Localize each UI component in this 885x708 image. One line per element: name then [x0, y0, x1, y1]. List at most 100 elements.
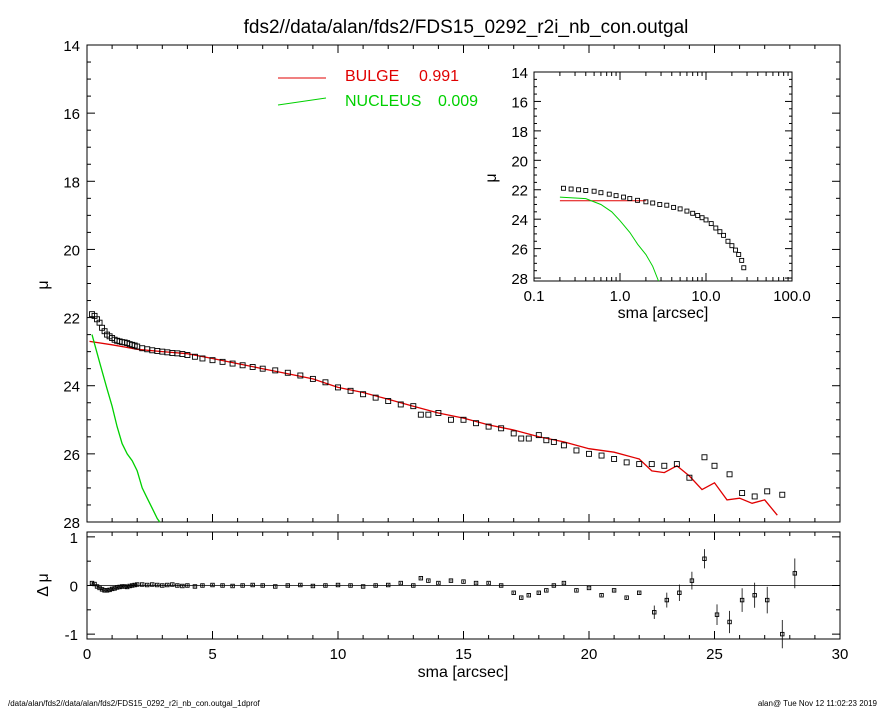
inset-data-point [708, 221, 714, 227]
residual-data-point [170, 582, 175, 587]
residual-data-point [486, 580, 491, 586]
inset-data-point [583, 188, 589, 193]
inset-data-point [613, 193, 619, 199]
residual-data-point [117, 584, 122, 590]
inset-plot-frame [533, 71, 793, 282]
main-data-point [573, 447, 580, 454]
residual-data-point [360, 584, 366, 589]
main-data-point [219, 358, 226, 365]
residual-data-point [134, 582, 140, 587]
main-data-point [372, 394, 379, 401]
inset-data-point [677, 206, 683, 212]
inset-y-tick-label: 28 [511, 271, 528, 288]
main-y-tick-label: 28 [63, 515, 80, 532]
residual-data-point [551, 583, 557, 588]
inset-data-point [671, 204, 677, 210]
residual-y-axis-label: Δ μ [35, 573, 52, 596]
main-y-tick-label: 20 [63, 242, 80, 259]
residual-data-point [792, 571, 798, 576]
main-data-point [525, 435, 532, 442]
residual-data-point [664, 597, 670, 603]
main-data-point [435, 410, 442, 416]
residual-data-point [386, 582, 391, 588]
residual-data-point [398, 580, 403, 586]
residual-data-point [140, 582, 145, 587]
residual-data-point [599, 593, 604, 598]
residual-data-point [92, 581, 97, 587]
inset-data-point [741, 265, 747, 271]
main-panel: 14 16 18 20 22 24 26 28 μ BULGE 0.991 NUCLEUS 0… [35, 38, 841, 532]
inset-data-point [664, 202, 670, 208]
main-x-ticks [86, 45, 841, 522]
main-data-point [560, 442, 567, 449]
main-data-point [259, 365, 266, 372]
residual-data-point [323, 583, 328, 588]
main-y-tick-label: 16 [63, 106, 80, 123]
x-tick-label: 25 [706, 646, 723, 663]
residual-data-point [373, 583, 378, 588]
main-data-point [191, 353, 198, 360]
inset-data-point [684, 208, 690, 214]
inset-y-axis-label: μ [483, 173, 500, 182]
main-data-point [417, 411, 424, 418]
residual-data-point [150, 582, 155, 587]
residual-data-point [498, 583, 504, 588]
footer-left: /data/alan/fds2//data/alan/fds2/FDS15_02… [8, 699, 261, 708]
residual-y-tick-label: 0 [70, 579, 78, 596]
inset-data-point [713, 225, 719, 231]
main-data-point [510, 430, 517, 437]
x-tick-label: 30 [832, 646, 849, 663]
x-axis-label: sma [arcsec] [418, 664, 509, 681]
residual-data-point [273, 584, 278, 589]
main-data-point [611, 456, 618, 462]
residual-data-point [129, 583, 135, 588]
inset-y-tick-label: 26 [511, 242, 528, 259]
main-data-point [739, 490, 746, 496]
inset-data-point [739, 257, 745, 263]
inset-data-point [690, 210, 696, 216]
residual-data-point [335, 582, 341, 588]
main-data-point [229, 360, 236, 367]
residual-data-point [175, 583, 180, 588]
residual-data-point [765, 597, 770, 603]
inset-y-ticks: 14 16 18 20 22 24 26 28 [511, 65, 792, 288]
residual-data-point [448, 578, 454, 583]
residual-data-point [210, 582, 215, 588]
residual-x-ticks: 0 5 10 15 20 25 30 [83, 532, 849, 663]
residual-data-point [89, 580, 95, 586]
main-data-point [360, 391, 367, 398]
residual-data-point [519, 595, 524, 600]
residual-data-point [122, 584, 127, 589]
residual-data-point [119, 584, 125, 589]
main-data-point [485, 423, 492, 430]
residual-data-point [436, 580, 441, 586]
main-data-point [598, 452, 605, 459]
main-data-point [425, 411, 432, 418]
residual-data-point [677, 590, 682, 595]
inset-data-point [621, 194, 627, 200]
main-y-tick-label: 22 [63, 311, 80, 328]
residual-data-point [102, 588, 107, 593]
residual-data-point [461, 579, 466, 584]
main-data-point [764, 488, 771, 495]
residual-data-point [561, 580, 567, 586]
residual-data-point [127, 583, 132, 589]
residual-data-point [689, 578, 695, 583]
inset-x-axis-label: sma [arcsec] [618, 305, 709, 322]
residual-data-point [348, 583, 353, 588]
main-data-point [272, 367, 279, 374]
residual-data-point [145, 582, 150, 588]
residual-data-point [104, 588, 110, 593]
residual-panel: 0 5 10 15 20 25 30 -1 0 1 Δ μ sma [arcsec] [35, 530, 848, 681]
inset-x-tick-label: 1.0 [610, 288, 631, 305]
main-data-point [347, 387, 354, 394]
residual-data-point [418, 576, 424, 581]
residual-data-point [200, 583, 205, 588]
main-data-point [209, 357, 216, 364]
main-data-point [473, 420, 479, 427]
inset-x-tick-label: 100.0 [773, 288, 811, 305]
x-tick-label: 5 [208, 646, 216, 663]
residual-data-point [780, 631, 785, 637]
residual-data-point [155, 582, 160, 588]
residual-data-point [112, 586, 117, 591]
